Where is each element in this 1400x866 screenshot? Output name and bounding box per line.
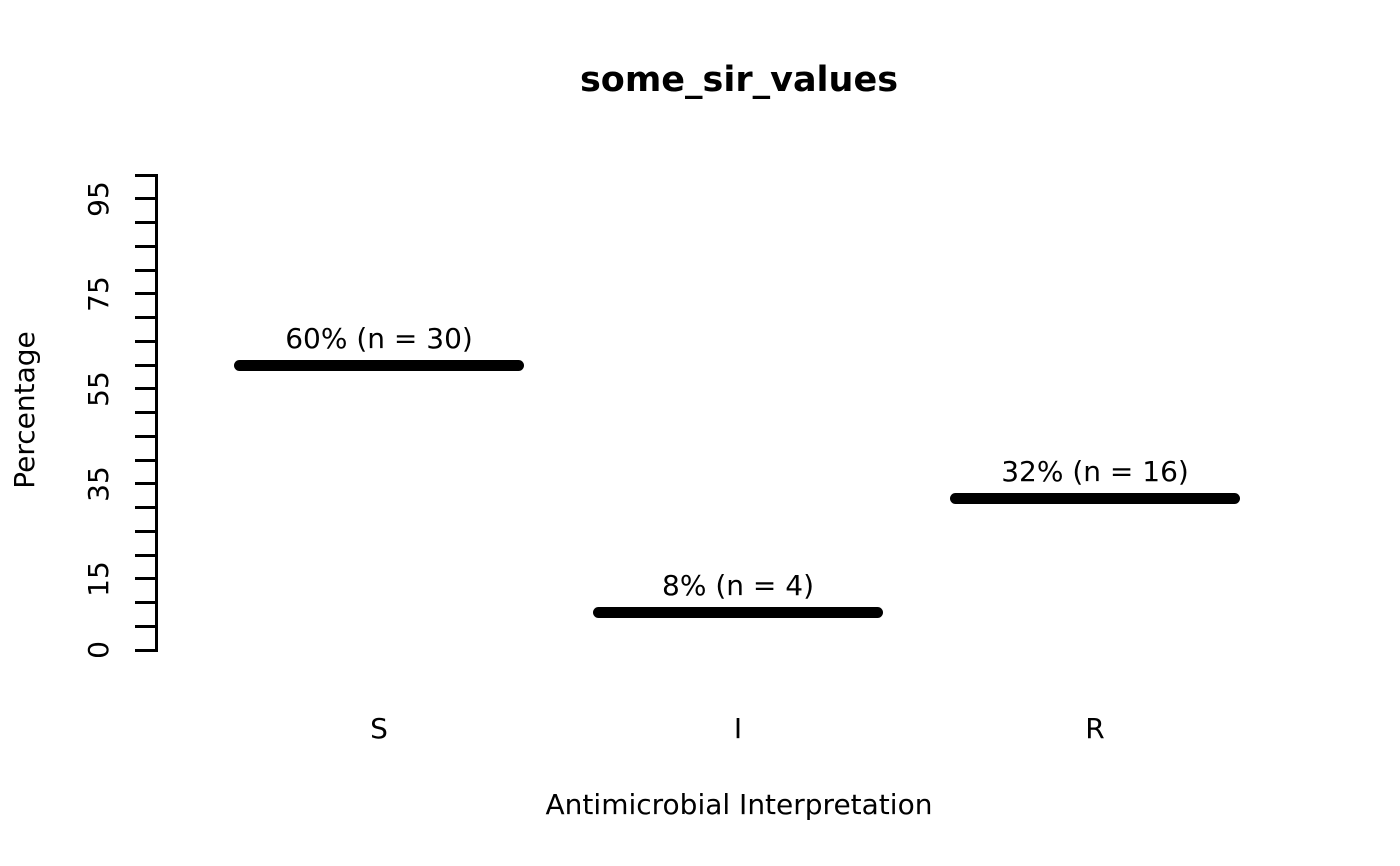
y-axis-tick	[135, 221, 155, 224]
bar-r	[950, 492, 1240, 504]
y-axis-tick	[135, 577, 155, 581]
y-axis-title-text: Percentage	[8, 331, 41, 489]
y-axis-line	[155, 174, 158, 652]
y-axis-tick	[135, 529, 155, 533]
y-tick-label-text: 15	[82, 560, 115, 597]
y-tick-label-text: 0	[82, 641, 115, 659]
y-tick-label-text: 35	[82, 465, 115, 502]
y-axis-tick	[135, 648, 155, 652]
y-axis-tick	[135, 434, 155, 438]
y-axis-tick	[135, 268, 155, 272]
bar-value-label-r: 32% (n = 16)	[1001, 454, 1189, 488]
bar-i	[593, 606, 883, 618]
y-axis-tick	[135, 173, 155, 177]
y-axis-tick	[135, 387, 155, 391]
bar-s	[234, 359, 524, 371]
bar-value-label-s: 60% (n = 30)	[285, 321, 473, 355]
y-axis-tick	[135, 553, 155, 557]
chart-title: some_sir_values	[579, 60, 899, 100]
y-axis-tick	[135, 316, 155, 319]
y-axis-tick	[135, 601, 155, 604]
y-tick-label-text: 95	[82, 180, 115, 217]
x-tick-label-i: I	[733, 712, 743, 745]
y-axis-tick	[135, 292, 155, 296]
y-axis-tick	[135, 363, 155, 367]
y-tick-label-text: 55	[82, 370, 115, 407]
x-tick-label-s: S	[370, 712, 388, 745]
y-axis-tick	[135, 411, 155, 414]
y-axis-tick	[135, 624, 155, 628]
x-axis-title: Antimicrobial Interpretation	[545, 788, 933, 821]
y-axis-tick	[135, 506, 155, 509]
y-tick-label-text: 75	[82, 275, 115, 312]
y-axis-tick	[135, 197, 155, 201]
y-axis-tick	[135, 482, 155, 486]
y-axis-tick	[135, 244, 155, 248]
y-axis-tick	[135, 339, 155, 343]
bar-value-label-i: 8% (n = 4)	[662, 568, 814, 602]
x-tick-label-r: R	[1085, 712, 1105, 745]
y-axis-tick	[135, 458, 155, 462]
